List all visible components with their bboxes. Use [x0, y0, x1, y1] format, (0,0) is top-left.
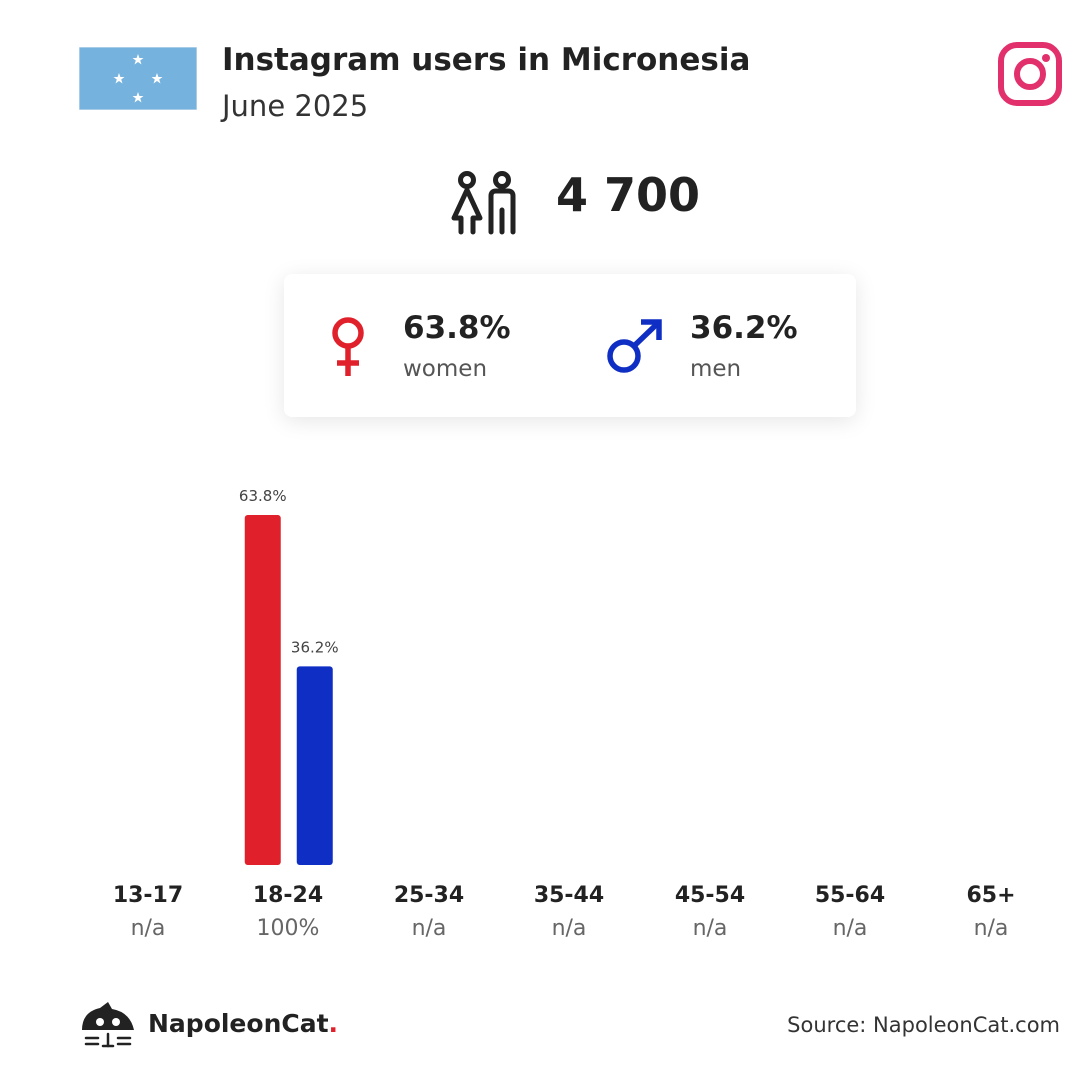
age-group-name: 18-24 — [252, 883, 324, 908]
female-icon — [332, 317, 364, 376]
bar-men-18-24 — [296, 666, 333, 865]
age-group-45-54: 45-54 n/a — [640, 883, 780, 941]
brand-name-text: NapoleonCat — [148, 1009, 329, 1038]
age-group-name: 35-44 — [533, 883, 605, 908]
age-group-share: n/a — [551, 916, 587, 941]
page-subtitle: June 2025 — [222, 89, 369, 123]
age-group-share: n/a — [411, 916, 447, 941]
age-group-65-plus: 65+ n/a — [921, 883, 1061, 941]
age-group-share: n/a — [692, 916, 728, 941]
age-group-name: 55-64 — [814, 883, 886, 908]
age-group-name: 13-17 — [112, 883, 184, 908]
age-group-share: 100% — [256, 916, 320, 941]
bar-value-label-women: 63.8% — [239, 487, 287, 505]
bar-value-label-men: 36.2% — [291, 638, 339, 656]
age-group-18-24: 18-24 100% — [218, 883, 358, 941]
women-percentage: 63.8% — [403, 310, 511, 346]
brand-name: NapoleonCat. — [148, 1009, 338, 1038]
age-group-share: n/a — [130, 916, 166, 941]
gender-split-card: 63.8% women 36.2% men — [284, 274, 856, 417]
brand-dot: . — [328, 1009, 339, 1038]
men-percentage: 36.2% — [690, 310, 798, 346]
age-group-25-34: 25-34 n/a — [359, 883, 499, 941]
women-label: women — [403, 356, 488, 382]
men-label: men — [690, 356, 742, 382]
total-users-value: 4 700 — [556, 168, 701, 222]
age-group-name: 45-54 — [674, 883, 746, 908]
age-group-13-17: 13-17 n/a — [78, 883, 218, 941]
micronesia-flag-icon — [79, 47, 197, 110]
people-icon — [451, 171, 516, 235]
age-group-55-64: 55-64 n/a — [780, 883, 920, 941]
napoleoncat-logo-icon — [82, 1002, 134, 1048]
age-group-name: 25-34 — [393, 883, 465, 908]
age-group-35-44: 35-44 n/a — [499, 883, 639, 941]
age-group-share: n/a — [832, 916, 868, 941]
age-group-name: 65+ — [966, 883, 1016, 908]
age-gender-bar-chart: 63.8% 36.2% — [239, 487, 339, 865]
source-credit: Source: NapoleonCat.com — [787, 1013, 1060, 1037]
male-icon — [607, 319, 662, 373]
page-title: Instagram users in Micronesia — [222, 42, 751, 78]
instagram-icon — [998, 42, 1062, 106]
age-group-share: n/a — [973, 916, 1009, 941]
bar-women-18-24 — [244, 515, 281, 865]
